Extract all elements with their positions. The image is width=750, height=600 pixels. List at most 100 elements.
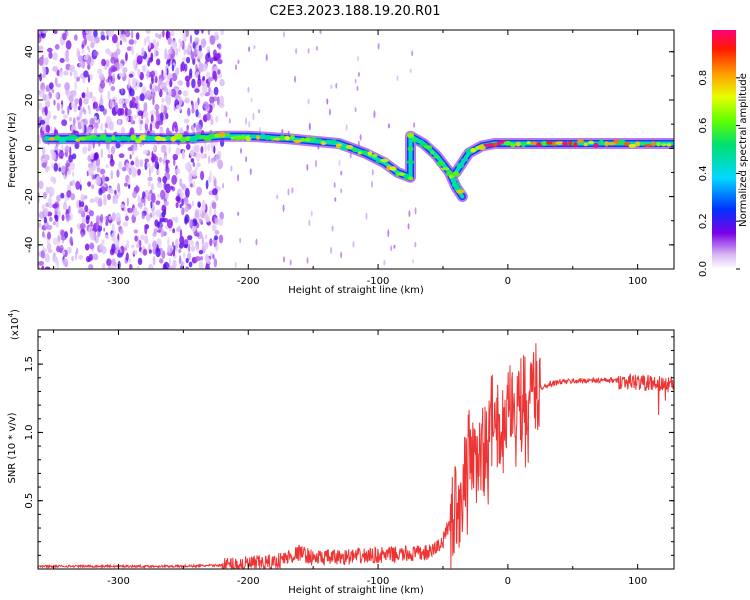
noise-speck xyxy=(115,102,119,113)
noise-speck xyxy=(50,126,53,134)
ridge-hotspot xyxy=(460,158,469,162)
noise-speck xyxy=(319,30,322,34)
noise-speck xyxy=(234,261,237,268)
noise-speck xyxy=(174,168,181,174)
noise-speck xyxy=(208,155,211,165)
noise-speck xyxy=(183,198,189,206)
ridge-hotspot xyxy=(357,151,363,155)
noise-speck xyxy=(147,60,150,67)
noise-speck xyxy=(80,201,85,208)
noise-speck xyxy=(149,122,153,133)
noise-speck xyxy=(93,152,98,161)
noise-speck xyxy=(393,244,396,249)
noise-speck xyxy=(61,250,66,256)
noise-speck xyxy=(103,227,106,232)
noise-speck xyxy=(387,123,390,129)
noise-speck xyxy=(118,153,125,159)
noise-speck xyxy=(190,51,194,61)
noise-speck xyxy=(108,148,111,154)
ridge-hotspot xyxy=(111,134,116,141)
ridge-hotspot xyxy=(314,138,323,142)
noise-speck xyxy=(168,257,171,265)
noise-speck xyxy=(141,64,147,73)
noise-speck xyxy=(189,219,194,229)
noise-speck xyxy=(200,152,205,160)
noise-speck xyxy=(80,120,84,127)
noise-speck xyxy=(135,32,140,40)
noise-speck xyxy=(39,119,46,125)
noise-speck xyxy=(61,144,64,152)
noise-speck xyxy=(200,146,204,154)
noise-speck xyxy=(191,78,196,89)
noise-speck xyxy=(128,73,134,78)
noise-speck xyxy=(76,223,81,230)
noise-speck xyxy=(190,245,196,252)
ridge-hotspot xyxy=(530,141,538,146)
noise-speck xyxy=(181,207,185,216)
noise-speck xyxy=(121,166,127,172)
noise-speck xyxy=(67,246,72,255)
noise-speck xyxy=(198,63,204,73)
ridge-hotspot xyxy=(126,136,131,142)
noise-speck xyxy=(237,211,240,216)
noise-speck xyxy=(168,145,171,155)
noise-speck xyxy=(68,95,74,103)
noise-speck xyxy=(189,34,193,44)
noise-speck xyxy=(190,158,195,163)
noise-speck xyxy=(146,35,150,43)
ridge-hotspot xyxy=(224,132,231,137)
noise-speck xyxy=(390,245,393,252)
noise-speck xyxy=(84,243,90,251)
noise-speck xyxy=(105,220,109,227)
noise-speck xyxy=(157,176,161,182)
noise-speck xyxy=(217,159,224,170)
noise-speck xyxy=(110,56,116,64)
noise-speck xyxy=(52,203,58,209)
colorbar: 0.0 0.2 0.4 0.6 0.8 Normalized spectral ampl… xyxy=(698,30,749,277)
noise-speck xyxy=(104,176,110,182)
noise-speck xyxy=(185,187,190,198)
ridge-hotspot xyxy=(423,145,433,150)
noise-speck xyxy=(197,77,202,87)
noise-speck xyxy=(307,48,310,54)
noise-speck xyxy=(282,204,285,213)
noise-speck xyxy=(115,212,121,222)
noise-speck xyxy=(42,192,47,199)
noise-speck xyxy=(69,161,75,171)
noise-speck xyxy=(151,193,156,203)
noise-speck xyxy=(185,143,191,150)
ridge-hotspot xyxy=(135,138,142,144)
noise-speck xyxy=(71,255,75,262)
noise-speck xyxy=(150,156,156,162)
noise-speck xyxy=(56,245,61,253)
noise-speck xyxy=(38,56,44,66)
noise-speck xyxy=(137,257,143,266)
noise-speck xyxy=(192,219,198,227)
noise-speck xyxy=(110,265,115,269)
noise-speck xyxy=(219,78,225,87)
noise-speck xyxy=(63,70,69,76)
noise-speck xyxy=(71,179,76,186)
noise-speck xyxy=(194,100,199,111)
noise-speck xyxy=(59,68,64,78)
noise-speck xyxy=(210,118,214,126)
noise-speck xyxy=(70,193,76,201)
noise-speck xyxy=(328,108,331,116)
ridge-hotspot xyxy=(492,142,497,147)
noise-speck xyxy=(125,52,128,62)
noise-speck xyxy=(62,258,69,267)
noise-speck xyxy=(43,216,48,224)
noise-speck xyxy=(89,242,95,250)
noise-speck xyxy=(59,152,65,157)
noise-speck xyxy=(117,119,122,125)
noise-speck xyxy=(166,96,171,104)
noise-speck xyxy=(79,222,86,230)
ridge-hotspot xyxy=(583,142,589,147)
noise-speck xyxy=(147,181,152,187)
noise-speck xyxy=(204,81,208,89)
noise-speck xyxy=(148,249,152,254)
noise-speck xyxy=(150,70,156,78)
ridge-hotspot xyxy=(634,141,641,147)
ridge-hotspot xyxy=(406,160,415,165)
noise-speck xyxy=(155,120,160,130)
